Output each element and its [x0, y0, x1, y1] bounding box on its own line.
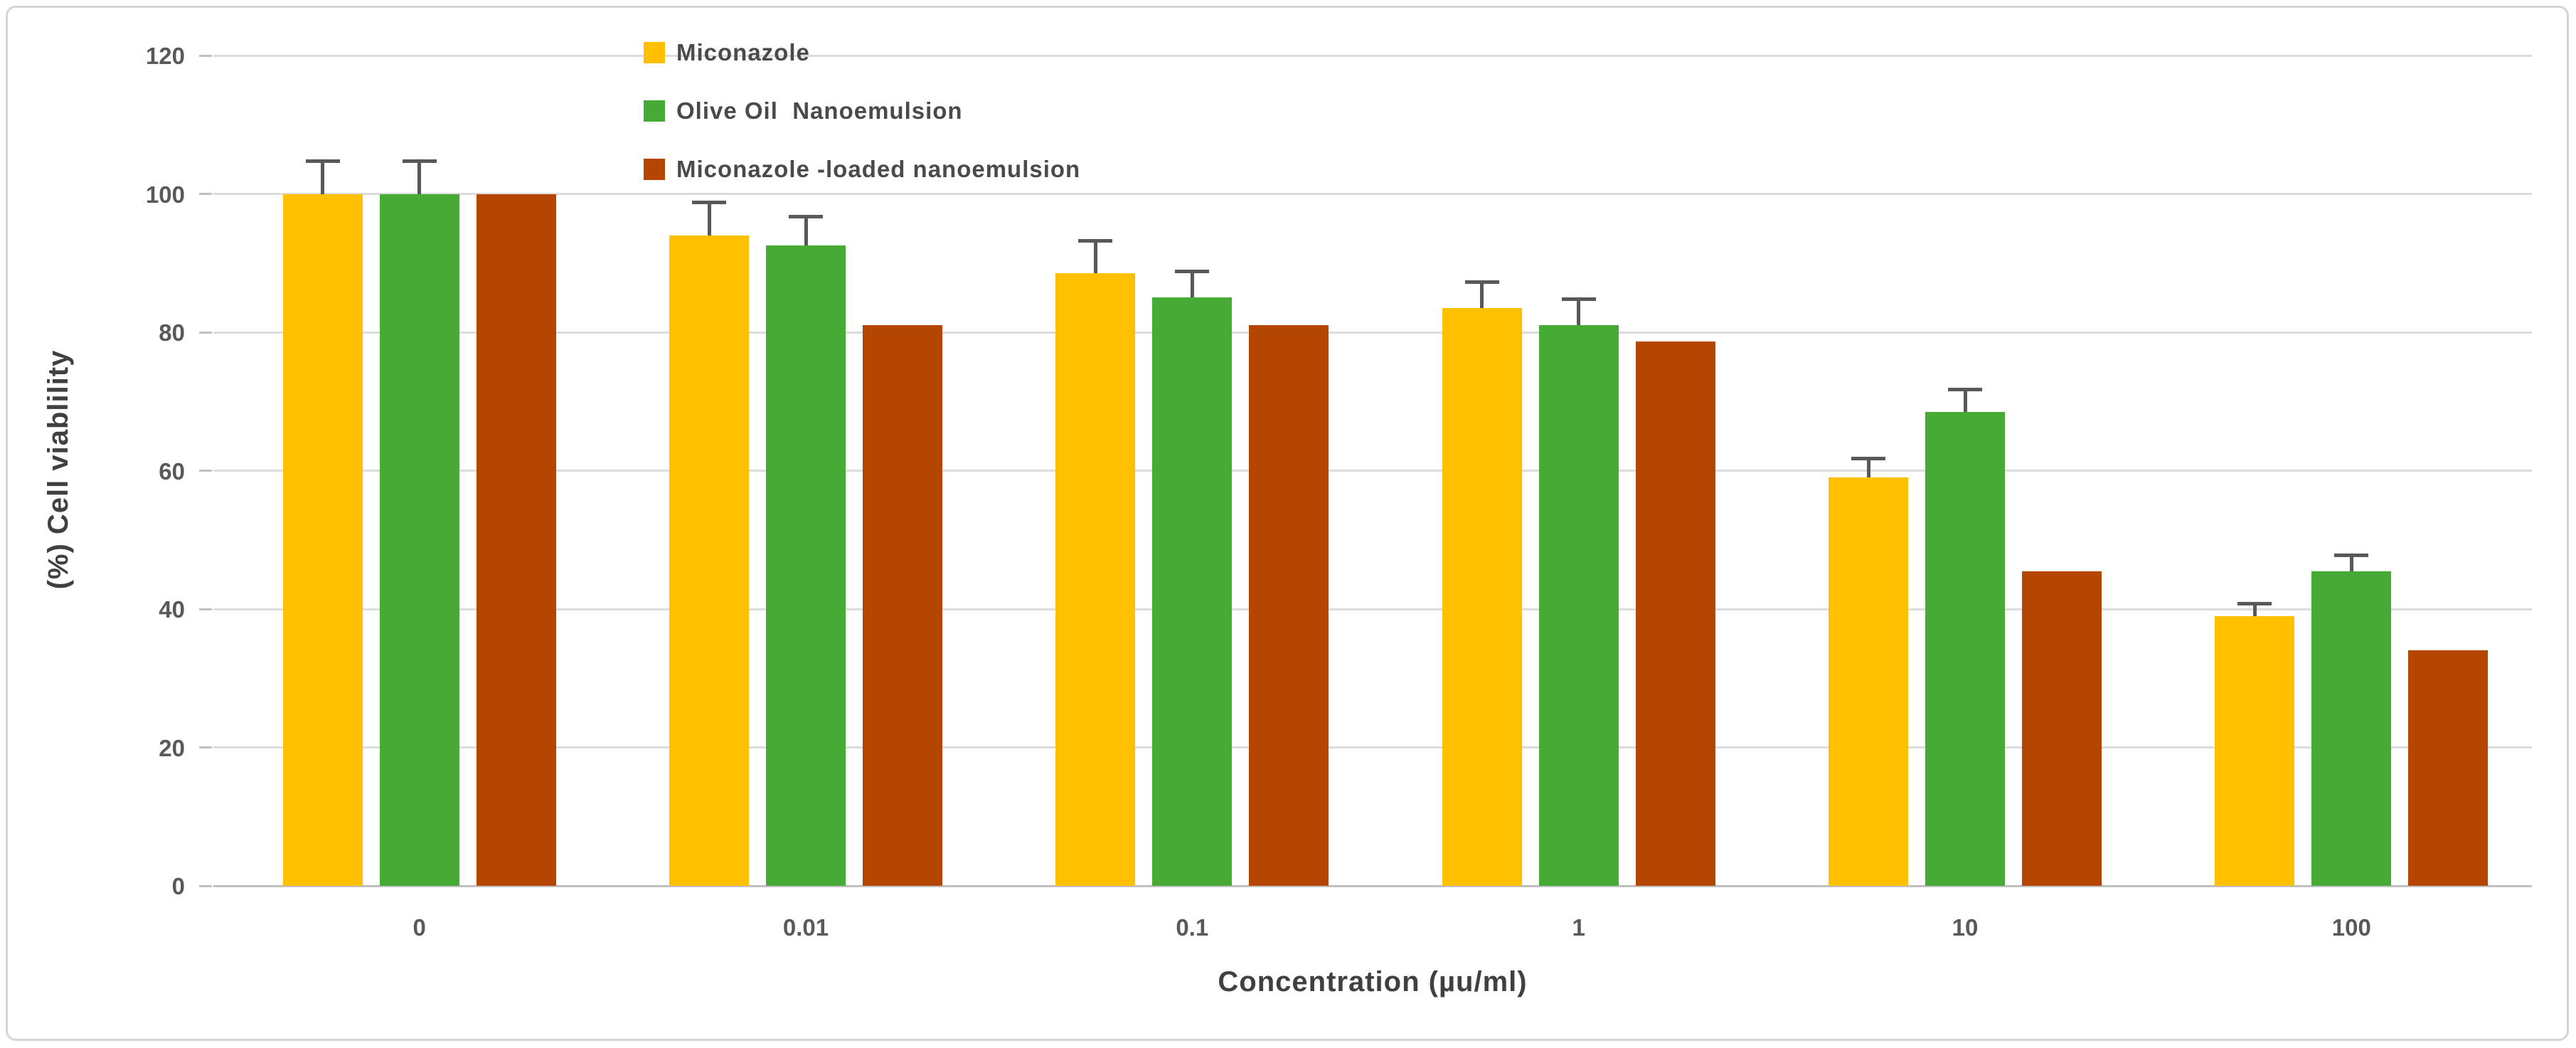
error-bar-cap — [1175, 270, 1210, 274]
error-bar-cap — [1078, 238, 1113, 243]
error-bar — [1480, 280, 1484, 308]
error-bar-cap — [2237, 602, 2272, 606]
legend-swatch-icon — [644, 159, 665, 180]
error-bar — [1577, 297, 1581, 326]
bar-olive-oil-nanoemulsion-10 — [1925, 411, 2005, 886]
y-tick-label: 80 — [159, 319, 185, 346]
x-category-label: 0.1 — [1176, 914, 1209, 941]
gridline-y-0 — [213, 884, 2532, 887]
bar-miconazole--loaded-nanoemulsion-1 — [1635, 341, 1715, 886]
plot-area — [213, 54, 2532, 887]
error-bar-cap — [1561, 297, 1596, 302]
legend-swatch-icon — [644, 42, 665, 63]
bar-miconazole-0.01 — [669, 235, 749, 886]
x-category-label: 0.01 — [782, 914, 829, 941]
bar-miconazole-0 — [282, 194, 363, 886]
error-bar-cap — [402, 159, 437, 163]
bar-olive-oil-nanoemulsion-1 — [1538, 325, 1619, 886]
y-tick-mark-20 — [199, 746, 212, 748]
y-tick-label: 0 — [171, 873, 185, 899]
x-category-label: 10 — [1952, 914, 1979, 941]
legend-item: Miconazole -loaded nanoemulsion — [644, 156, 1080, 183]
x-category-label: 0 — [413, 914, 426, 941]
bar-olive-oil-nanoemulsion-0 — [379, 194, 459, 886]
error-bar-cap — [692, 201, 726, 205]
legend-swatch-icon — [644, 100, 665, 122]
y-tick-label: 20 — [159, 734, 185, 761]
error-bar-cap — [1851, 457, 1885, 461]
y-tick-mark-120 — [199, 54, 212, 57]
bar-miconazole--loaded-nanoemulsion-0.01 — [863, 325, 942, 886]
error-bar — [1190, 270, 1194, 298]
x-category-label: 100 — [2331, 914, 2371, 941]
y-tick-mark-60 — [199, 470, 212, 472]
legend-label: Olive Oil Nanoemulsion — [676, 97, 963, 124]
legend-item: Olive Oil Nanoemulsion — [644, 97, 1080, 125]
gridline-y-80 — [213, 331, 2532, 334]
bar-miconazole-0.1 — [1055, 273, 1136, 886]
bar-olive-oil-nanoemulsion-0.1 — [1152, 297, 1233, 886]
bar-miconazole-100 — [2215, 615, 2295, 886]
bar-miconazole--loaded-nanoemulsion-0.1 — [1249, 325, 1329, 886]
x-axis-title: Concentration (µu/ml) — [1218, 966, 1528, 997]
error-bar — [1093, 238, 1097, 274]
error-bar-cap — [1948, 387, 1982, 391]
legend-label: Miconazole -loaded nanoemulsion — [676, 156, 1081, 182]
legend-item: Miconazole — [644, 39, 1080, 66]
legend: Miconazole Olive Oil Nanoemulsion Miconazo… — [644, 39, 1080, 183]
bar-miconazole--loaded-nanoemulsion-0 — [476, 194, 556, 886]
gridline-y-120 — [213, 54, 2532, 57]
y-tick-mark-40 — [199, 608, 212, 610]
error-bar-cap — [2334, 554, 2369, 558]
gridline-y-40 — [213, 608, 2532, 610]
y-tick-mark-100 — [199, 193, 212, 195]
error-bar — [1866, 457, 1870, 478]
bar-olive-oil-nanoemulsion-100 — [2311, 571, 2392, 886]
y-tick-label: 40 — [159, 596, 185, 623]
error-bar-cap — [789, 214, 823, 218]
y-tick-mark-0 — [199, 884, 212, 887]
error-bar — [2252, 602, 2257, 616]
error-bar — [804, 214, 808, 246]
error-bar — [321, 159, 325, 194]
error-bar — [707, 201, 711, 235]
y-tick-label: 100 — [145, 181, 185, 208]
legend-label: Miconazole — [676, 39, 810, 65]
bar-miconazole--loaded-nanoemulsion-100 — [2408, 650, 2489, 886]
gridline-y-60 — [213, 470, 2532, 472]
y-tick-mark-80 — [199, 331, 212, 334]
error-bar-cap — [305, 159, 340, 163]
x-category-label: 1 — [1572, 914, 1585, 941]
error-bar — [1963, 387, 1967, 412]
error-bar-cap — [1464, 280, 1499, 285]
bar-miconazole-1 — [1442, 307, 1522, 886]
error-bar — [417, 159, 422, 194]
bar-miconazole-10 — [1829, 477, 1908, 886]
bar-olive-oil-nanoemulsion-0.01 — [766, 245, 846, 886]
y-tick-label: 60 — [159, 457, 185, 485]
error-bar — [2349, 554, 2353, 571]
gridline-y-20 — [213, 746, 2532, 748]
y-tick-label: 120 — [145, 43, 185, 69]
bar-miconazole--loaded-nanoemulsion-10 — [2022, 571, 2102, 886]
gridline-y-100 — [213, 193, 2532, 195]
